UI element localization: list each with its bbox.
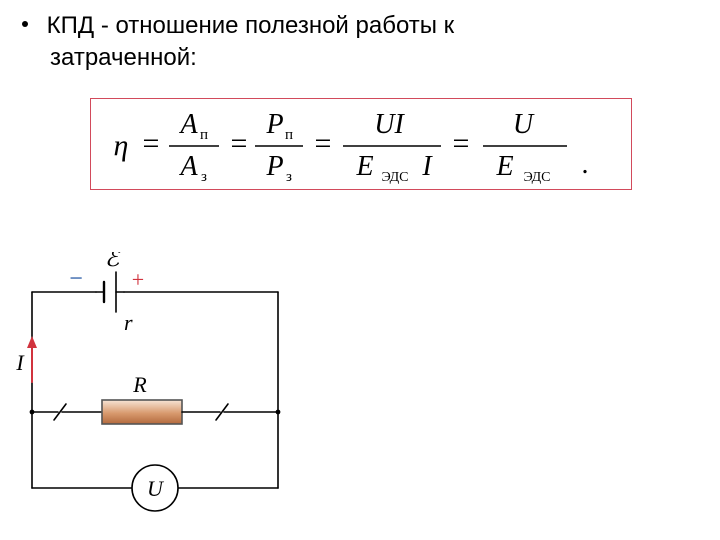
fraction-UI: UI E ЭДС I <box>343 109 441 185</box>
fraction-A: A п A з <box>169 109 219 185</box>
fraction-P: P п P з <box>255 109 303 185</box>
bullet-text-line1: КПД - отношение полезной работы к <box>47 12 455 39</box>
equals-3: = <box>315 127 332 160</box>
A-z-sub: з <box>201 169 207 185</box>
equals-2: = <box>231 127 248 160</box>
UI-num: UI <box>374 109 405 140</box>
E-den2: E <box>495 151 513 182</box>
emf-label: ℰ <box>105 252 122 272</box>
U-num: U <box>513 109 535 140</box>
P-z-sub: з <box>286 169 292 185</box>
I-label: I <box>15 350 25 375</box>
equals-4: = <box>453 127 470 160</box>
P-z: P <box>265 151 283 182</box>
circuit-svg: ℰ − + r I <box>6 252 306 522</box>
A-p: A <box>178 109 198 140</box>
plus-label: + <box>132 267 144 292</box>
fraction-U: U E ЭДС <box>483 109 567 185</box>
bullet-dot <box>22 21 28 27</box>
A-p-sub: п <box>200 127 208 143</box>
A-z: A <box>178 151 198 182</box>
resistor-body <box>102 400 182 424</box>
current-arrow <box>27 336 37 382</box>
circuit-diagram: ℰ − + r I <box>6 252 306 522</box>
bullet-text-line2: затраченной: <box>50 42 662 74</box>
U-label: U <box>147 476 165 501</box>
efficiency-formula-box: η = A п A з = P п P з <box>90 98 632 190</box>
R-label: R <box>132 372 147 397</box>
P-p: P <box>265 109 283 140</box>
formula-period: . <box>582 149 589 180</box>
E-den1-sub: ЭДС <box>382 170 409 185</box>
E-den2-sub: ЭДС <box>524 170 551 185</box>
bullet-paragraph: КПД - отношение полезной работы к затрач… <box>22 10 662 75</box>
slide-page: КПД - отношение полезной работы к затрач… <box>0 0 720 540</box>
symbol-eta: η <box>114 129 129 162</box>
r-label: r <box>124 310 133 335</box>
minus-label: − <box>69 266 83 292</box>
P-p-sub: п <box>285 127 293 143</box>
efficiency-formula: η = A п A з = P п P з <box>91 99 631 189</box>
equals-1: = <box>143 127 160 160</box>
E-den1: E <box>355 151 373 182</box>
I-den: I <box>421 151 433 182</box>
